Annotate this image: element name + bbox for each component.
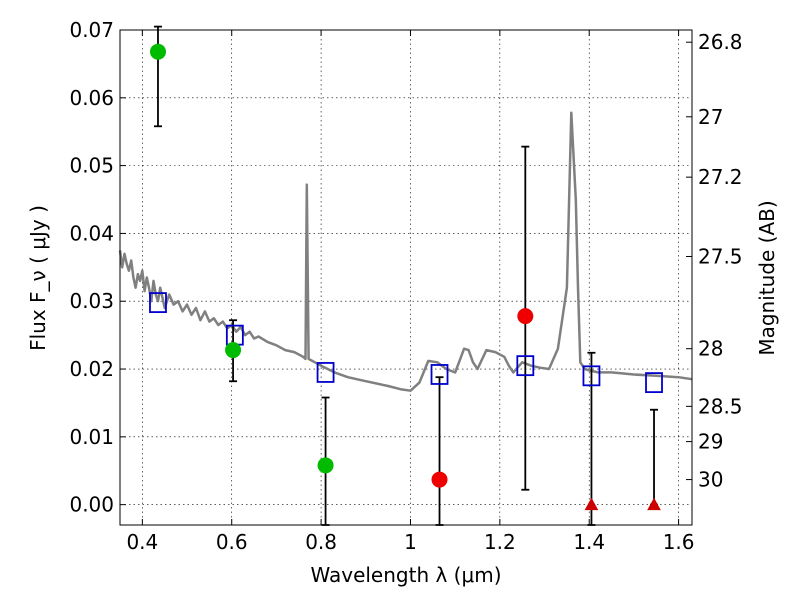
detection-point (149, 43, 166, 60)
upper-limit-triangle (647, 497, 661, 511)
x-tick-label: 1.6 (663, 530, 695, 554)
y-tick-label: 0.03 (69, 289, 114, 313)
model-photometry-square (645, 372, 663, 394)
model-spectrum-line (118, 111, 693, 392)
axis-layer: 0.4 0.6 0.8 1 1.2 1.4 1.6 0.00 0.01 0.02 0.03 0.04 0… (69, 18, 742, 554)
x-tick-label: 1 (404, 530, 417, 554)
magnitude-tick-label: 29 (698, 430, 723, 454)
detection-point (317, 457, 334, 474)
y-tick-label: 0.05 (69, 154, 114, 178)
x-axis-label-text: Wavelength λ (μm) (310, 563, 501, 587)
magnitude-tick-label: 30 (698, 468, 723, 492)
magnitude-tick-label: 27.2 (698, 165, 743, 189)
model-photometry-square (149, 292, 167, 313)
magnitude-tick-label: 27.5 (698, 244, 743, 268)
x-tick-label: 1.2 (484, 530, 516, 554)
y-tick-label: 0.00 (69, 493, 114, 517)
red-data-point (431, 471, 448, 488)
magnitude-tick-label: 28 (698, 337, 723, 361)
y-tick-label: 0.06 (69, 86, 114, 110)
data-layer (118, 25, 693, 526)
y-axis-label-left: Flux F_ν ( μJy ) (26, 205, 50, 351)
x-axis-label: Wavelength λ (μm) (310, 563, 501, 587)
model-photometry-square (582, 365, 601, 387)
upper-limit-triangle (584, 497, 599, 511)
magnitude-tick-label: 28.5 (698, 394, 743, 418)
x-tick-label: 1.4 (573, 530, 605, 554)
x-tick-label: 0.4 (126, 530, 158, 554)
detection-point (225, 342, 242, 359)
magnitude-tick-label: 26.8 (698, 30, 743, 54)
y-tick-label: 0.07 (69, 18, 114, 42)
magnitude-tick-label: 27 (698, 105, 723, 129)
model-photometry-square (430, 364, 449, 385)
y-tick-label: 0.02 (69, 357, 114, 381)
model-photometry-square (516, 355, 535, 377)
plot-frame (119, 29, 693, 526)
y-tick-label: 0.01 (69, 425, 114, 449)
y-axis-label-right: Magnitude (AB) (755, 200, 779, 355)
x-tick-label: 0.8 (305, 530, 337, 554)
model-photometry-square (316, 362, 335, 383)
red-data-point (517, 308, 534, 325)
grid-layer (120, 29, 692, 525)
x-tick-label: 0.6 (216, 530, 248, 554)
y-tick-label: 0.04 (69, 221, 114, 245)
